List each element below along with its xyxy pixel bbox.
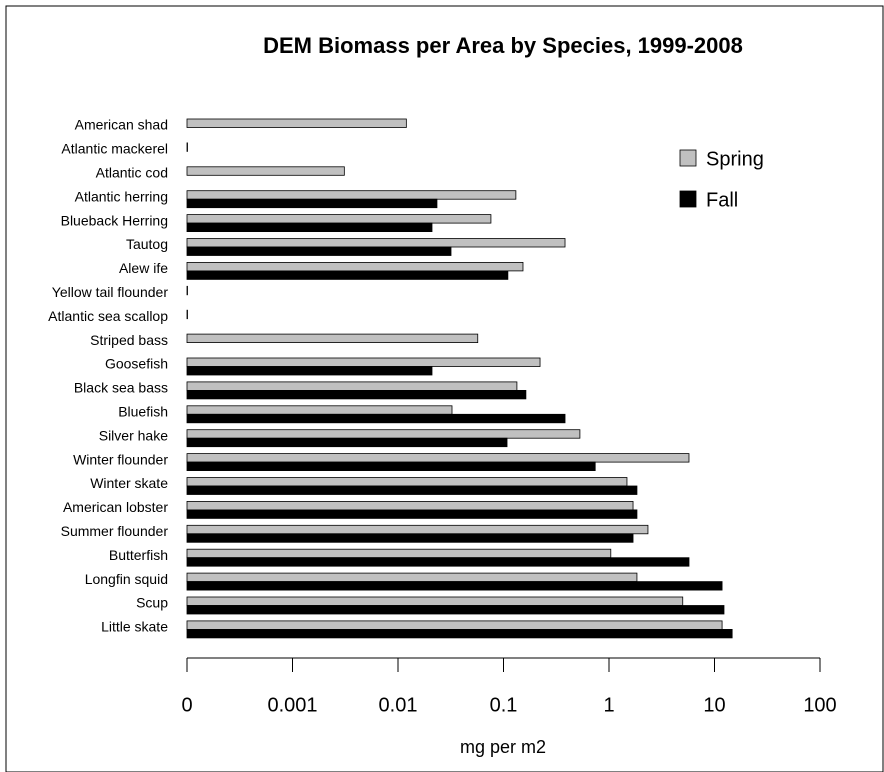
bar [186,620,723,630]
y-tick-label: Summer flounder [61,523,169,539]
y-tick-label: Striped bass [90,332,168,348]
bar [186,461,596,472]
bar [186,405,453,415]
frame [5,5,884,772]
y-tick-label: Winter flounder [73,451,168,467]
y-tick-label: Silver hake [99,427,168,443]
bar [186,261,524,272]
legend-label: Spring [706,148,764,170]
x-tick-label: 0.001 [267,694,317,716]
bar [186,524,649,535]
x-tick-label: 10 [703,694,725,716]
bar [186,118,407,128]
bar [186,605,725,615]
x-tick-label: 1 [603,694,614,716]
bar [186,309,188,320]
bar [186,509,638,519]
x-tick-label: 0.1 [490,694,518,716]
bar [186,142,188,152]
y-tick-label: Blueback Herring [61,212,168,228]
bar [186,270,509,280]
x-tick-label: 100 [803,694,836,716]
bar [186,333,479,344]
bar [186,572,638,582]
bar [186,500,634,511]
y-tick-label: Little skate [101,619,168,635]
y-tick-label: Atlantic mackerel [61,141,168,157]
bar [186,596,684,606]
bar [186,198,438,209]
y-tick-label: Longfin squid [85,571,168,587]
y-tick-label: Tautog [126,236,168,252]
y-tick-label: American shad [75,117,168,133]
bar [186,222,433,233]
legend-label: Fall [706,189,738,211]
bar [186,285,188,296]
y-tick-label: Atlantic herring [75,188,168,204]
chart-title: DEM Biomass per Area by Species, 1999-20… [263,33,743,58]
bar [186,437,508,448]
x-tick-label: 0.01 [379,694,418,716]
legend-swatch [679,190,697,208]
bar [186,238,566,248]
bar [186,548,612,559]
x-tick-label: 0 [181,694,192,716]
bar [186,581,723,591]
y-tick-label: American lobster [63,499,168,515]
bar [186,246,452,256]
bar [186,389,527,400]
bar [186,381,518,391]
legend-swatch [679,149,697,167]
y-tick-label: Atlantic cod [96,165,168,181]
bar [186,214,492,224]
y-tick-label: Winter skate [90,475,168,491]
bar [186,557,690,567]
y-tick-label: Bluefish [118,404,168,420]
y-tick-label: Yellow tail flounder [52,284,169,300]
bar [186,477,628,487]
y-tick-label: Butterfish [109,547,168,563]
bar [186,629,733,639]
bar [186,357,541,367]
bar [186,413,566,424]
y-tick-label: Black sea bass [74,380,168,396]
y-tick-label: Goosefish [105,356,168,372]
x-axis-label: mg per m2 [460,737,546,757]
bar [186,166,345,176]
bar [186,533,634,543]
y-tick-label: Atlantic sea scallop [48,308,168,324]
bar [186,485,638,495]
y-tick-label: Alew ife [119,260,168,276]
bar [186,190,517,200]
bar [186,366,433,376]
bar [186,429,581,439]
y-tick-label: Scup [136,595,168,611]
bar [186,453,690,463]
